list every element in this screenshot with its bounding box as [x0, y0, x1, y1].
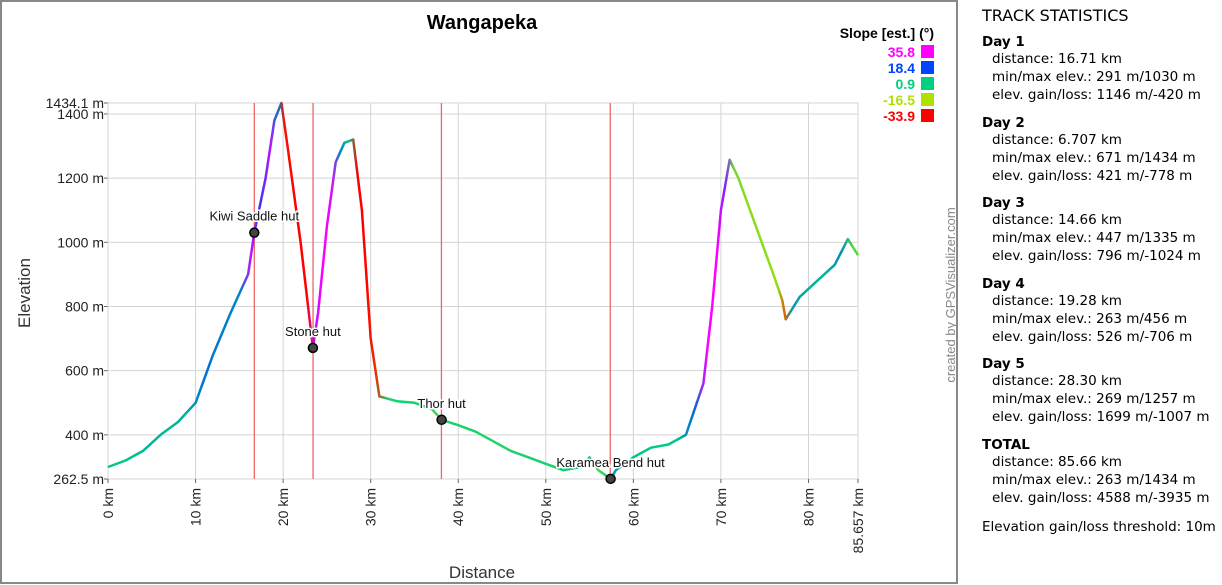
stats-day-name: TOTAL — [982, 436, 1030, 453]
stats-line: min/max elev.: 447 m/1335 m — [992, 230, 1196, 246]
waypoint — [605, 473, 616, 485]
x-tick-label: 70 km — [713, 488, 729, 526]
stats-line: min/max elev.: 263 m/1434 m — [992, 471, 1196, 488]
legend-swatch — [921, 109, 934, 122]
stats-day-name: Day 3 — [982, 195, 1025, 211]
stats-day-name: Day 5 — [982, 356, 1025, 372]
stats-line: distance: 14.66 km — [992, 212, 1122, 228]
x-tick-label: 85.657 km — [850, 488, 866, 553]
waypoint — [436, 414, 447, 426]
chart-title: Wangapeka — [427, 12, 538, 34]
legend-value: -16.5 — [883, 92, 915, 108]
y-axis-label: Elevation — [15, 258, 34, 328]
waypoint — [307, 342, 319, 354]
x-tick-label: 0 km — [100, 488, 116, 518]
legend-value: -33.9 — [883, 108, 915, 124]
stats-line: elev. gain/loss: 1146 m/-420 m — [992, 87, 1201, 103]
y-tick-label: 400 m — [65, 427, 104, 443]
stats-day: Day 2 distance: 6.707 km min/max elev.: 67… — [982, 115, 1196, 185]
y-tick-label: 262.5 m — [53, 471, 104, 487]
stats-line: distance: 85.66 km — [992, 453, 1122, 470]
legend-swatch — [921, 45, 934, 58]
stats-day-name: Day 4 — [982, 275, 1025, 292]
x-tick-label: 50 km — [538, 488, 554, 526]
waypoint-label: Kiwi Saddle hut — [209, 209, 299, 224]
stats-day: TOTAL distance: 85.66 km min/max elev.: 26… — [982, 437, 1210, 507]
x-axis-label: Distance — [449, 563, 515, 582]
y-tick-label: 800 m — [65, 299, 104, 315]
waypoint-label: Thor hut — [417, 396, 466, 411]
waypoint-label: Karamea Bend hut — [556, 455, 665, 470]
chart: Wangapeka Distance Elevation created by … — [0, 0, 958, 584]
stats-line: elev. gain/loss: 796 m/-1024 m — [992, 248, 1201, 264]
x-tick-label: 40 km — [450, 488, 466, 526]
stats-line: min/max elev.: 269 m/1257 m — [992, 391, 1196, 407]
elevation-line — [107, 101, 860, 481]
legend-swatch — [921, 61, 934, 74]
legend-value: 18.4 — [888, 60, 915, 76]
plot-area — [107, 102, 859, 480]
stats-title: TRACK STATISTICS — [982, 6, 1129, 25]
legend-value: 35.8 — [888, 44, 915, 60]
y-tick-label: 1000 m — [57, 234, 104, 250]
x-tick-label: 80 km — [800, 488, 816, 526]
y-tick-label: 1200 m — [57, 170, 104, 186]
stats-line: elev. gain/loss: 1699 m/-1007 m — [992, 409, 1210, 425]
stats-line: distance: 19.28 km — [992, 292, 1122, 309]
stats-panel: TRACK STATISTICS Elevation gain/loss thr… — [962, 0, 1222, 585]
stats-line: distance: 6.707 km — [992, 131, 1122, 148]
x-tick-label: 60 km — [625, 488, 641, 526]
stats-day: Day 4 distance: 19.28 km min/max elev.: 26… — [982, 276, 1192, 346]
stats-day-name: Day 1 — [982, 34, 1025, 50]
stats-day: Day 1 distance: 16.71 km min/max elev.: 29… — [982, 34, 1201, 104]
x-tick-label: 20 km — [275, 488, 291, 526]
legend-swatch — [921, 93, 934, 106]
stats-line: elev. gain/loss: 421 m/-778 m — [992, 167, 1193, 184]
x-tick-label: 10 km — [188, 488, 204, 526]
x-tick-label: 30 km — [363, 488, 379, 526]
legend-title: Slope [est.] (°) — [840, 25, 934, 41]
stats-day-name: Day 2 — [982, 114, 1025, 131]
stats-line: distance: 28.30 km — [992, 373, 1122, 389]
stats-line: min/max elev.: 291 m/1030 m — [992, 69, 1196, 85]
waypoint — [249, 227, 260, 238]
watermark: created by GPSVisualizer.com — [943, 207, 958, 382]
stats-line: distance: 16.71 km — [992, 51, 1122, 67]
stats-day: Day 5 distance: 28.30 km min/max elev.: 26… — [982, 356, 1210, 426]
y-tick-label: 600 m — [65, 363, 104, 379]
stats-line: min/max elev.: 263 m/456 m — [992, 310, 1188, 327]
stats-line: elev. gain/loss: 4588 m/-3935 m — [992, 489, 1210, 506]
legend-value: 0.9 — [896, 76, 916, 92]
stats-footer: Elevation gain/loss threshold: 10m — [982, 519, 1216, 535]
legend-swatch — [921, 77, 934, 90]
waypoint-label: Stone hut — [285, 324, 341, 339]
stats-line: min/max elev.: 671 m/1434 m — [992, 149, 1196, 166]
y-tick-label: 1434.1 m — [46, 95, 104, 111]
stats-day: Day 3 distance: 14.66 km min/max elev.: 44… — [982, 195, 1201, 265]
stats-line: elev. gain/loss: 526 m/-706 m — [992, 328, 1193, 345]
y-tick-label: 1400 m — [57, 106, 104, 122]
